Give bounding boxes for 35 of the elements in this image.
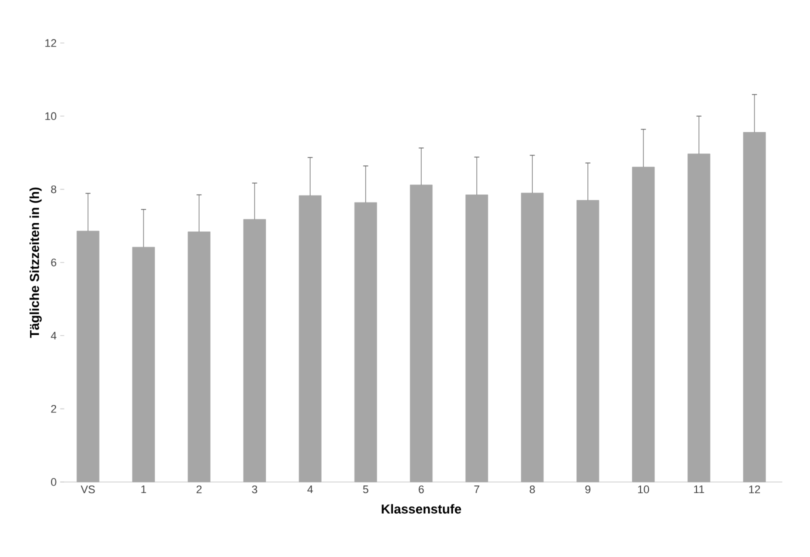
x-tick-label: 9 bbox=[585, 486, 590, 494]
bar bbox=[632, 166, 655, 482]
y-tick-label: 12 bbox=[45, 39, 56, 47]
x-tick-label: 7 bbox=[474, 486, 480, 494]
x-tick-label: 5 bbox=[363, 486, 368, 494]
bar bbox=[188, 232, 210, 482]
x-tick-label: 2 bbox=[196, 486, 202, 494]
y-tick-label: 2 bbox=[51, 405, 56, 413]
x-tick-label: 4 bbox=[307, 486, 313, 494]
x-tick-label: 1 bbox=[141, 486, 146, 494]
bar bbox=[132, 246, 155, 482]
bar bbox=[76, 230, 100, 482]
bar bbox=[521, 192, 544, 482]
x-tick-label: 6 bbox=[418, 486, 424, 494]
y-axis-title: Tägliche Sitzzeiten in (h) bbox=[30, 188, 42, 338]
x-axis-title: Klassenstufe bbox=[382, 504, 462, 514]
x-tick-label: 8 bbox=[530, 486, 535, 494]
bar bbox=[410, 184, 433, 482]
bar bbox=[688, 154, 710, 482]
bar bbox=[243, 219, 266, 482]
y-tick-label: 4 bbox=[50, 332, 56, 340]
bar bbox=[354, 202, 378, 482]
y-tick-label: 0 bbox=[51, 478, 56, 486]
y-tick-label: 10 bbox=[45, 112, 56, 120]
x-tick-label: 10 bbox=[638, 486, 650, 494]
x-tick-label: 3 bbox=[252, 486, 258, 494]
y-tick-label: 8 bbox=[51, 185, 56, 194]
bar bbox=[298, 195, 322, 482]
x-tick-label: VS bbox=[80, 486, 95, 494]
bar bbox=[465, 194, 488, 482]
y-tick-label: 6 bbox=[51, 258, 56, 266]
x-tick-label: 12 bbox=[749, 486, 760, 494]
x-tick-label: 11 bbox=[694, 486, 704, 494]
bar bbox=[743, 132, 766, 482]
bar bbox=[576, 200, 600, 482]
